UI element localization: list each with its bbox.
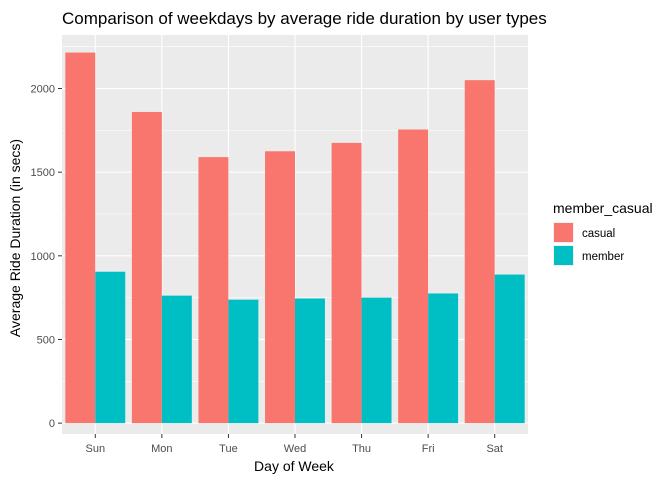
y-tick-label: 1000: [31, 251, 55, 263]
bar-casual-mon: [131, 111, 162, 424]
bar-member-tue: [228, 299, 259, 424]
bar-casual-tue: [198, 157, 229, 424]
legend-key-casual: [554, 223, 573, 242]
bar-member-wed: [295, 298, 325, 424]
bars: [65, 52, 525, 424]
bar-casual-sat: [464, 80, 495, 424]
x-axis: Sun Mon Tue Wed Thu Fri Sat: [85, 434, 503, 455]
y-tick-label: 500: [37, 334, 55, 346]
y-tick-label: 0: [49, 418, 55, 430]
bar-member-sat: [494, 274, 525, 424]
legend-title: member_casual: [553, 200, 653, 216]
bar-casual-thu: [331, 142, 362, 424]
x-tick-label: Wed: [284, 443, 306, 455]
legend-key-member: [554, 246, 573, 265]
bar-member-sun: [95, 271, 126, 424]
bar-casual-sun: [65, 52, 96, 424]
legend: member_casual casual member: [553, 200, 653, 266]
y-axis: 0 500 1000 1500 2000: [31, 84, 62, 430]
x-tick-label: Mon: [151, 443, 172, 455]
y-tick-label: 2000: [31, 84, 55, 96]
legend-label-member: member: [582, 251, 624, 263]
legend-label-casual: casual: [582, 228, 615, 240]
x-tick-label: Tue: [219, 443, 238, 455]
bar-member-fri: [428, 293, 459, 424]
chart-title: Comparison of weekdays by average ride d…: [62, 9, 547, 28]
bar-member-thu: [361, 297, 392, 424]
x-tick-label: Sat: [486, 443, 503, 455]
x-tick-label: Thu: [352, 443, 371, 455]
bar-member-mon: [161, 295, 192, 424]
y-axis-title: Average Ride Duration (in secs): [7, 139, 23, 337]
bar-casual-wed: [265, 151, 295, 424]
y-tick-label: 1500: [31, 167, 55, 179]
x-tick-label: Sun: [85, 443, 105, 455]
x-axis-title: Day of Week: [254, 458, 335, 474]
bar-casual-fri: [398, 129, 429, 424]
x-tick-label: Fri: [422, 443, 435, 455]
